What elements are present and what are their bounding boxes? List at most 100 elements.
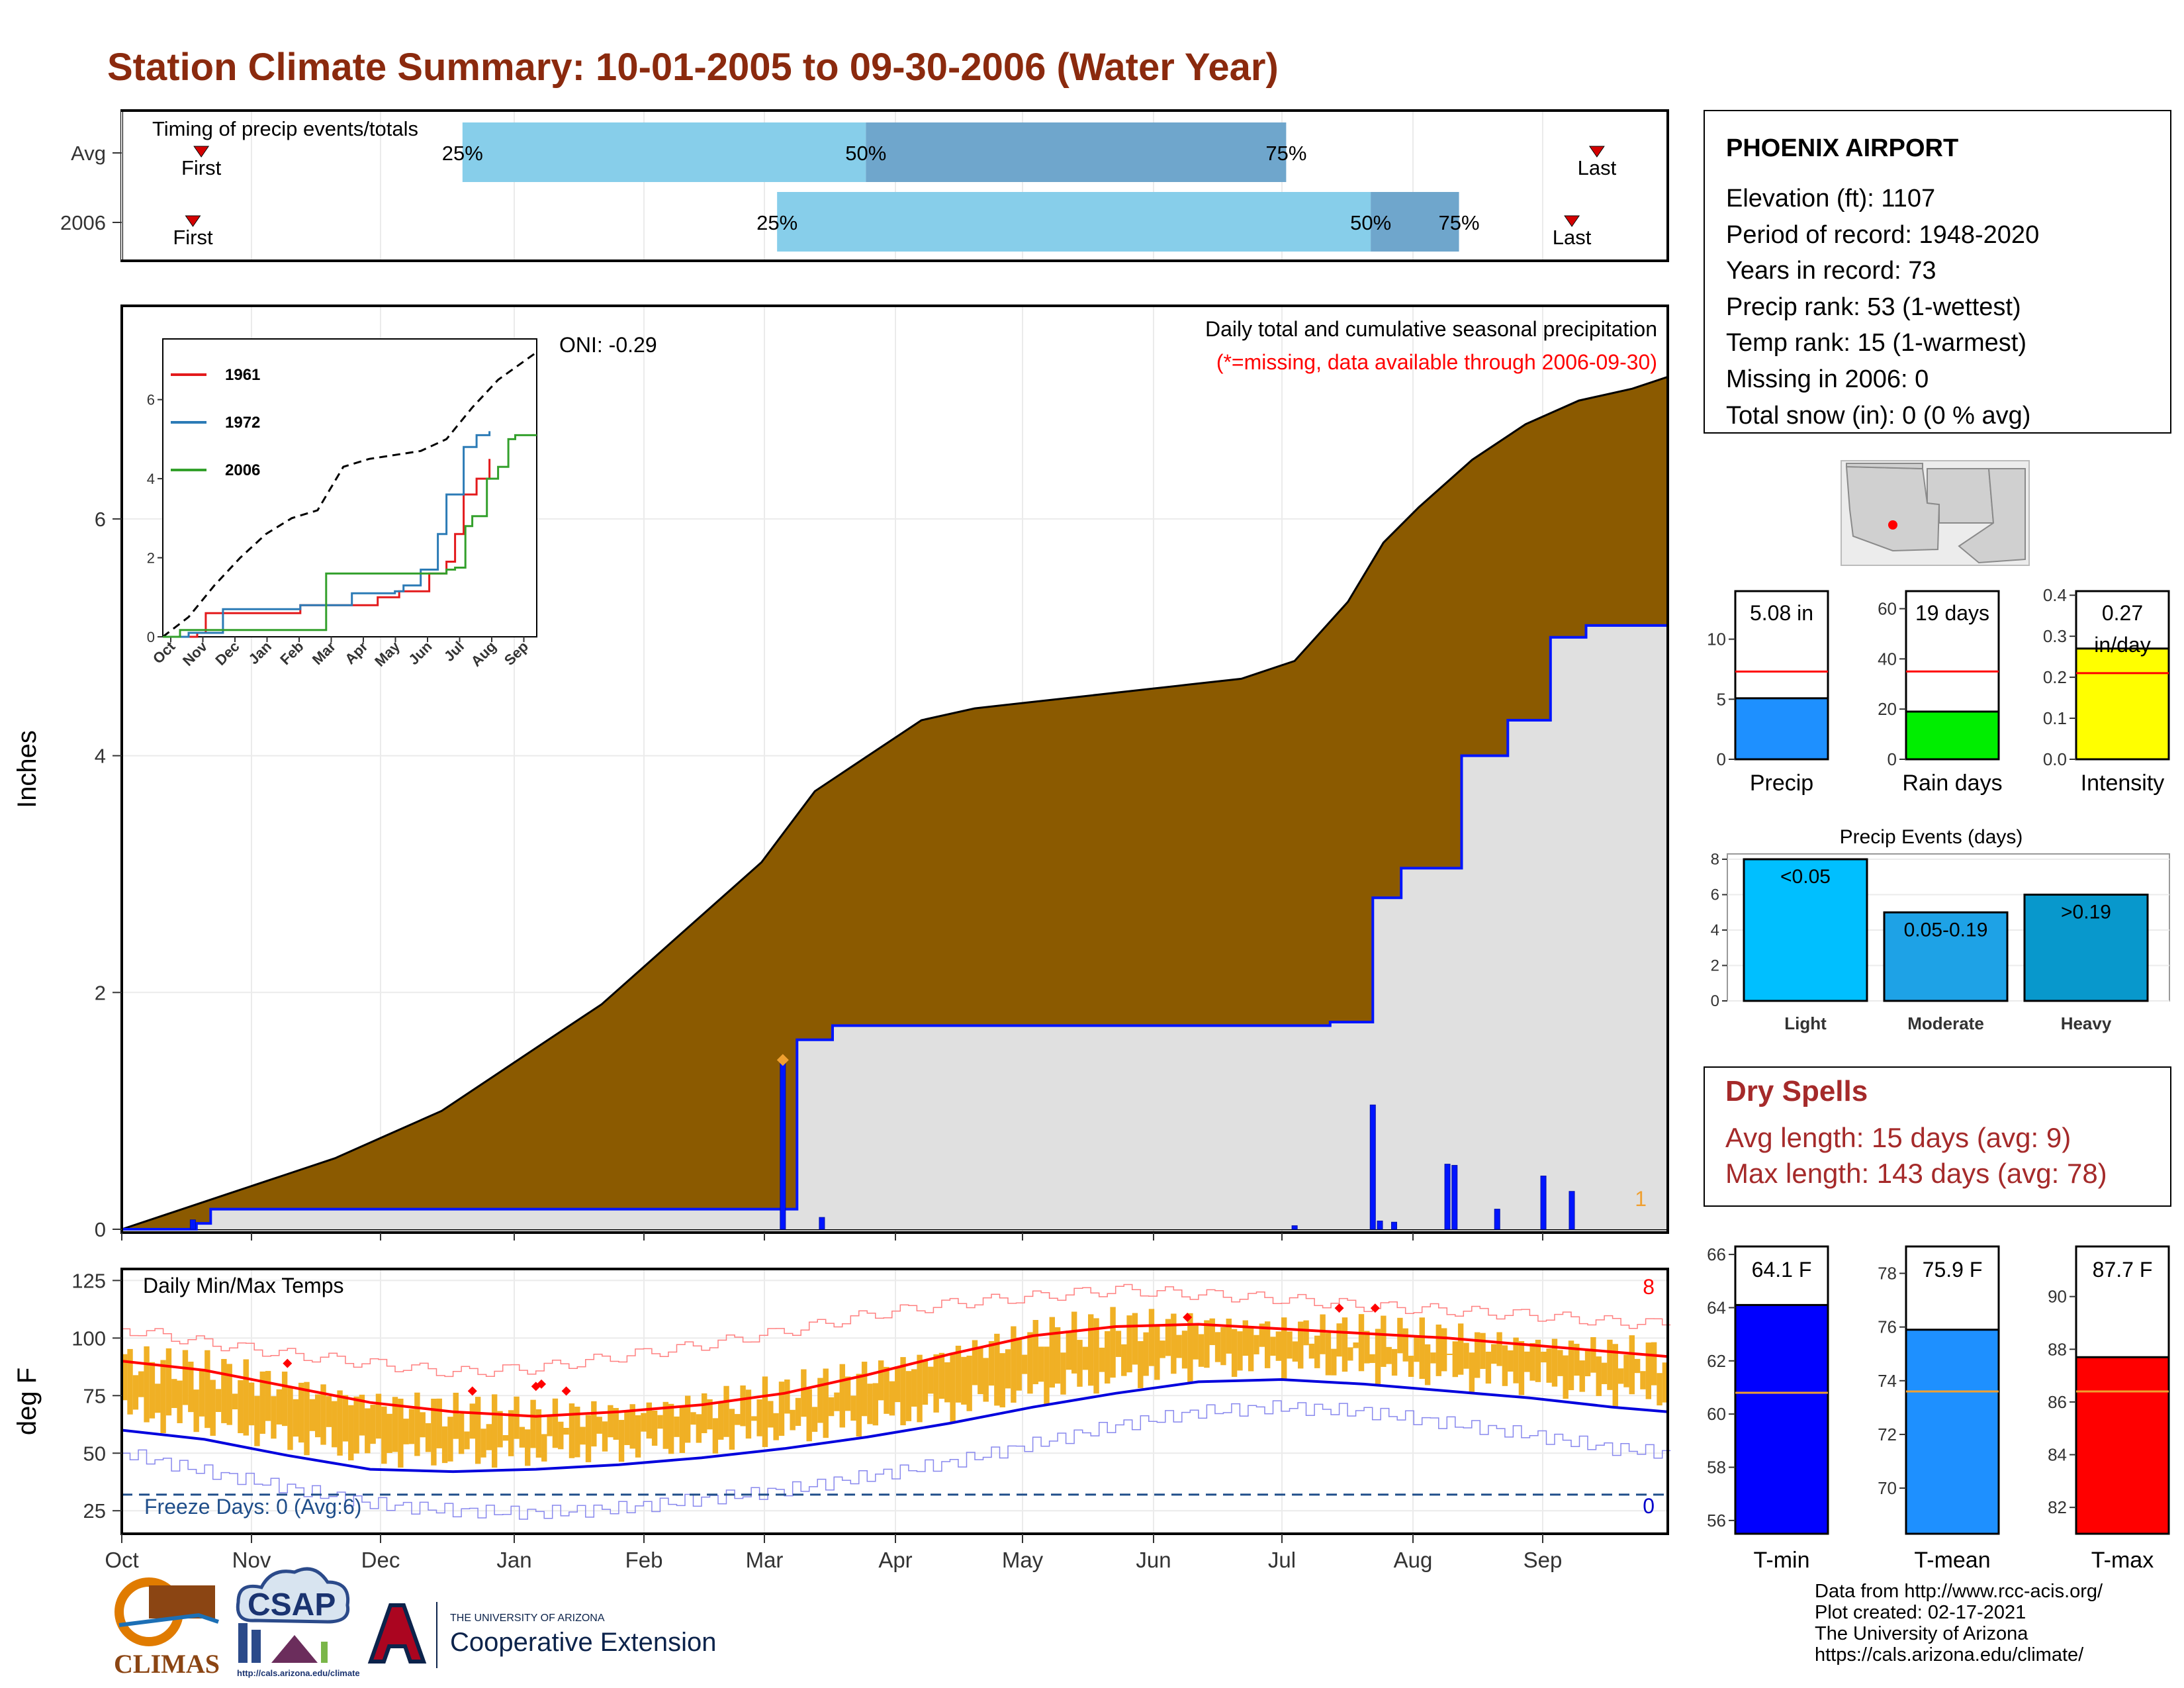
page-title: Station Climate Summary: 10-01-2005 to 0…	[107, 46, 1279, 89]
daily-temp-bar	[1214, 1332, 1221, 1362]
daily-temp-bar	[1253, 1335, 1259, 1354]
logos: CLIMAS CSAP http://cals.arizona.edu/clim…	[114, 1567, 716, 1679]
timing-p25-label: 25%	[442, 142, 483, 165]
station-location-marker	[1888, 520, 1897, 530]
daily-temp-bar	[265, 1371, 271, 1421]
daily-temp-bar	[1375, 1329, 1381, 1385]
daily-temp-bar	[486, 1424, 492, 1450]
daily-temp-bar	[392, 1397, 398, 1452]
daily-temp-bar	[1535, 1339, 1541, 1382]
daily-temp-bar	[608, 1405, 614, 1438]
ua-a-icon	[367, 1603, 427, 1664]
ua-small-text: THE UNIVERSITY OF ARIZONA	[450, 1613, 605, 1624]
daily-temp-bar	[381, 1406, 387, 1464]
daily-temp-bar	[199, 1368, 205, 1417]
daily-temp-bar	[740, 1385, 746, 1427]
precip-y-tick-label: 2	[95, 981, 106, 1004]
daily-temp-bar	[751, 1416, 757, 1421]
daily-temp-bar	[1176, 1335, 1182, 1358]
gauge-name: Intensity	[2081, 771, 2165, 796]
daily-precip-bar	[1444, 1164, 1451, 1230]
precip-gauges: 5.08 in 0 5 10 Precip 19 days 0 20 40 60 Rain days…	[1707, 585, 2170, 796]
daily-temp-bar	[828, 1397, 835, 1417]
temp-gauge-tick-label: 62	[1707, 1351, 1726, 1371]
daily-temp-bar	[558, 1421, 564, 1450]
events-y-tick-label: 0	[1711, 992, 1719, 1010]
daily-temp-bar	[1038, 1346, 1044, 1382]
daily-temp-bar	[1143, 1332, 1149, 1376]
daily-temp-bar	[1353, 1342, 1359, 1348]
missing-count: 1	[1635, 1187, 1647, 1211]
arizona-shape	[1845, 465, 1940, 552]
events-y-tick-label: 4	[1711, 921, 1719, 939]
inset-y-tick-label: 6	[147, 392, 155, 408]
daily-temp-bar	[1452, 1341, 1459, 1378]
daily-precip-bar	[1369, 1104, 1376, 1230]
daily-temp-bar	[298, 1382, 304, 1443]
daily-temp-bar	[1204, 1320, 1210, 1368]
cold-days-count: 0	[1643, 1494, 1655, 1518]
temp-gauge-bar	[2075, 1356, 2170, 1535]
daily-temp-bar	[552, 1398, 559, 1448]
month-tick-label: Mar	[746, 1548, 784, 1572]
daily-temp-bar	[1568, 1340, 1574, 1391]
daily-temp-bar	[1088, 1314, 1094, 1386]
daily-precip-bar	[1377, 1220, 1383, 1230]
daily-precip-bar	[819, 1217, 825, 1230]
daily-temp-bar	[1590, 1336, 1596, 1373]
daily-temp-bar	[844, 1376, 851, 1411]
daily-temp-bar	[193, 1389, 199, 1432]
gauge-tick-label: 20	[1878, 699, 1897, 719]
month-tick-label: Sep	[1524, 1548, 1563, 1572]
station-missing: Missing in 2006: 0	[1726, 365, 1929, 393]
events-category-label: Heavy	[2061, 1013, 2112, 1033]
inset-legend-label: 2006	[225, 461, 260, 479]
daily-temp-bar	[1419, 1317, 1425, 1379]
freeze-days-label: Freeze Days: 0 (Avg:6)	[144, 1495, 361, 1519]
gauge-tick-label: 0.4	[2043, 585, 2067, 605]
daily-temp-bar	[1518, 1341, 1525, 1395]
daily-temp-bar	[342, 1395, 349, 1442]
daily-temp-bar	[547, 1415, 553, 1436]
daily-temp-bar	[1287, 1331, 1293, 1359]
daily-temp-bar	[447, 1417, 453, 1462]
daily-temp-bar	[723, 1385, 729, 1437]
daily-temp-bar	[596, 1417, 602, 1434]
daily-temp-bar	[425, 1423, 432, 1452]
daily-temp-bar	[1485, 1351, 1492, 1384]
precip-y-tick-label: 0	[95, 1218, 106, 1241]
daily-temp-bar	[657, 1415, 663, 1429]
daily-temp-bar	[684, 1395, 691, 1443]
gauge-tick-label: 0	[1717, 749, 1726, 769]
daily-temp-bar	[1148, 1309, 1155, 1366]
daily-temp-bar	[585, 1415, 592, 1462]
events-content: 0 2 4 6 8 <0.05 Light 0.05-0.19 Moderate >0.19 Hea…	[1711, 851, 2170, 1033]
first-marker-icon	[185, 215, 201, 227]
temp-gauge-name: T-max	[2091, 1548, 2154, 1573]
daily-temp-bar	[707, 1399, 713, 1430]
daily-temp-bar	[861, 1362, 868, 1417]
daily-temp-bar	[867, 1383, 873, 1425]
daily-temp-bar	[773, 1413, 779, 1440]
temp-gauge-tick-label: 58	[1707, 1458, 1726, 1477]
daily-temp-bar	[254, 1395, 260, 1446]
daily-temp-bar	[1099, 1347, 1105, 1372]
daily-temp-bar	[961, 1356, 967, 1405]
daily-precip-bar	[1540, 1176, 1547, 1230]
station-frame	[1704, 110, 2171, 434]
daily-temp-bar	[243, 1359, 249, 1436]
daily-temp-bar	[735, 1414, 741, 1425]
daily-temp-bar	[1126, 1315, 1132, 1373]
precip-events-chart: Precip Events (days) 0 2 4 6 8 <0.05 Light 0.05…	[1711, 826, 2170, 1033]
daily-temp-bar	[823, 1368, 829, 1438]
daily-temp-bar	[160, 1360, 166, 1434]
temp-gauge-tick-label: 66	[1707, 1244, 1726, 1264]
last-label: Last	[1553, 226, 1592, 249]
daily-temp-bar	[1402, 1328, 1408, 1362]
daily-temp-bar	[226, 1364, 232, 1425]
events-category-label: Light	[1784, 1013, 1827, 1033]
temp-gauge-name: T-min	[1754, 1548, 1810, 1573]
daily-temp-bar	[320, 1384, 326, 1445]
daily-temp-bar	[1105, 1331, 1111, 1384]
